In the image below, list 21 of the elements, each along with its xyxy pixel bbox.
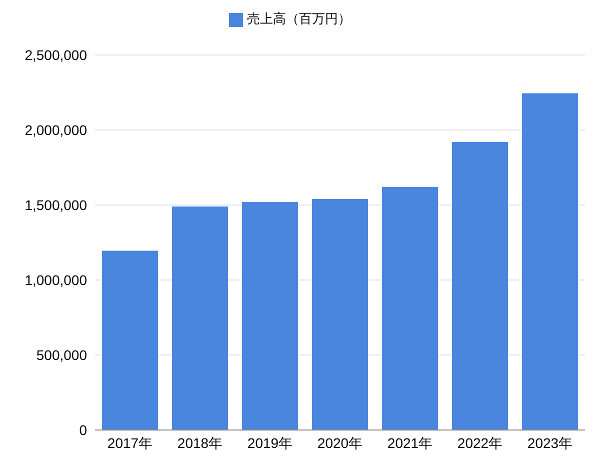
bar	[522, 93, 578, 430]
bar	[452, 142, 508, 430]
x-tick-label: 2019年	[247, 434, 293, 451]
x-tick-label: 2021年	[387, 434, 433, 451]
legend-label: 売上高（百万円）	[247, 11, 351, 26]
x-tick-label: 2018年	[177, 434, 223, 451]
x-tick-label: 2023年	[527, 434, 573, 451]
y-tick-label: 2,500,000	[24, 46, 88, 63]
x-tick-label: 2017年	[107, 434, 153, 451]
y-tick-label: 500,000	[36, 346, 88, 363]
y-tick-label: 0	[79, 422, 88, 438]
x-tick-label: 2020年	[317, 434, 363, 451]
bar	[242, 202, 298, 430]
bar	[172, 206, 228, 430]
bar	[382, 187, 438, 430]
bar	[102, 250, 158, 430]
y-tick-label: 2,000,000	[24, 122, 88, 138]
y-tick-label: 1,000,000	[24, 272, 88, 288]
bar	[312, 199, 368, 430]
x-tick-label: 2022年	[457, 434, 503, 451]
y-tick-label: 1,500,000	[24, 196, 88, 213]
